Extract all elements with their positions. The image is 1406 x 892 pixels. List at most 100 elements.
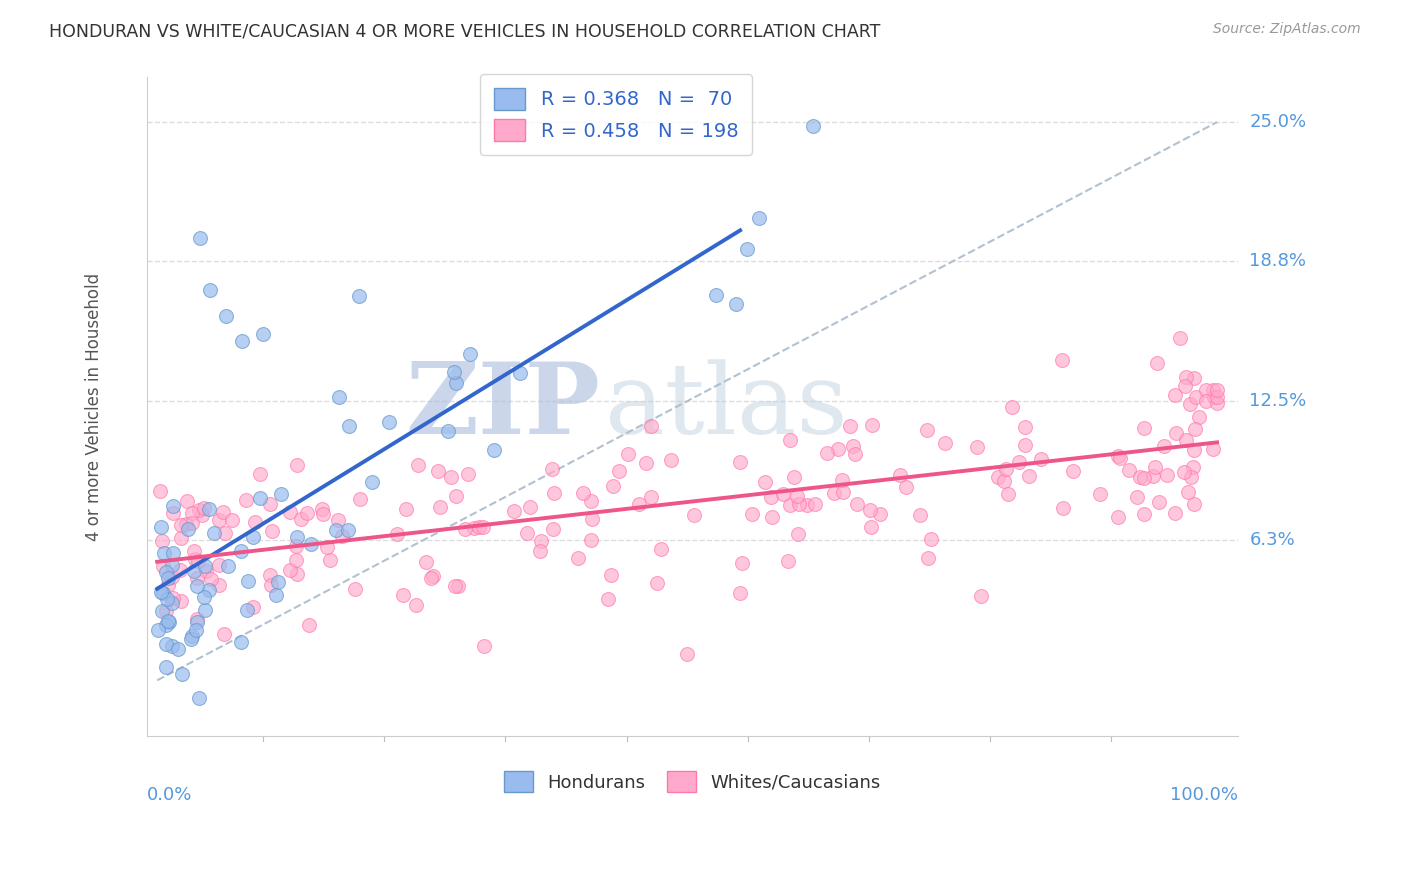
Point	[443, 365, 465, 379]
Point	[987, 470, 1010, 484]
Point	[786, 489, 808, 503]
Point	[236, 574, 259, 588]
Point	[1202, 383, 1225, 397]
Point	[437, 424, 460, 438]
Point	[453, 522, 475, 536]
Point	[349, 491, 371, 506]
Point	[896, 480, 918, 494]
Point	[543, 486, 565, 500]
Point	[1107, 449, 1129, 463]
Point	[270, 487, 292, 501]
Point	[181, 516, 204, 530]
Point	[183, 564, 205, 578]
Point	[796, 499, 818, 513]
Point	[194, 559, 217, 574]
Point	[1133, 420, 1156, 434]
Point	[207, 578, 229, 592]
Point	[155, 565, 177, 579]
Point	[150, 584, 173, 599]
Point	[447, 579, 470, 593]
Point	[889, 468, 911, 483]
Point	[779, 498, 801, 512]
Point	[181, 629, 204, 643]
Point	[659, 453, 682, 467]
Point	[970, 589, 993, 603]
Point	[725, 297, 748, 311]
Point	[842, 439, 865, 453]
Point	[198, 501, 221, 516]
Point	[640, 490, 662, 504]
Legend: Hondurans, Whites/Caucasians: Hondurans, Whites/Caucasians	[496, 764, 889, 799]
Point	[208, 558, 231, 572]
Point	[290, 512, 312, 526]
Point	[242, 530, 264, 544]
Point	[156, 592, 179, 607]
Point	[187, 503, 209, 517]
Point	[1182, 371, 1205, 385]
Point	[1107, 510, 1129, 524]
Point	[683, 508, 706, 522]
Point	[1153, 439, 1175, 453]
Point	[385, 527, 408, 541]
Point	[212, 505, 235, 519]
Point	[1173, 465, 1195, 479]
Point	[420, 571, 443, 585]
Point	[155, 637, 177, 651]
Point	[162, 506, 184, 520]
Point	[728, 586, 751, 600]
Point	[844, 447, 866, 461]
Point	[325, 523, 347, 537]
Point	[236, 603, 259, 617]
Point	[1146, 356, 1168, 370]
Point	[195, 564, 218, 578]
Point	[150, 533, 173, 548]
Point	[1206, 390, 1229, 404]
Point	[600, 568, 623, 582]
Point	[361, 475, 384, 489]
Point	[259, 497, 281, 511]
Point	[312, 507, 335, 521]
Point	[188, 691, 211, 706]
Point	[392, 588, 415, 602]
Point	[190, 508, 212, 523]
Point	[1168, 331, 1191, 345]
Point	[1164, 426, 1187, 441]
Point	[1184, 498, 1206, 512]
Point	[1118, 462, 1140, 476]
Point	[415, 555, 437, 569]
Point	[1142, 469, 1164, 483]
Point	[395, 502, 418, 516]
Point	[172, 666, 194, 681]
Text: ZIP: ZIP	[405, 359, 599, 455]
Point	[153, 546, 176, 560]
Point	[1108, 451, 1130, 466]
Point	[229, 544, 252, 558]
Point	[966, 440, 988, 454]
Point	[278, 505, 301, 519]
Point	[920, 532, 942, 546]
Point	[444, 376, 467, 390]
Point	[184, 551, 207, 566]
Point	[1195, 383, 1218, 397]
Point	[181, 507, 204, 521]
Point	[787, 526, 810, 541]
Point	[208, 513, 231, 527]
Point	[285, 458, 308, 472]
Point	[845, 497, 868, 511]
Point	[676, 647, 699, 661]
Point	[215, 310, 238, 324]
Point	[347, 289, 370, 303]
Point	[284, 539, 307, 553]
Point	[616, 448, 638, 462]
Point	[468, 520, 491, 534]
Point	[406, 458, 429, 472]
Point	[157, 578, 180, 592]
Point	[319, 553, 342, 567]
Point	[827, 442, 849, 457]
Point	[640, 419, 662, 434]
Point	[149, 520, 172, 534]
Text: 25.0%: 25.0%	[1250, 113, 1306, 131]
Point	[1029, 452, 1052, 467]
Point	[285, 530, 308, 544]
Point	[1174, 434, 1197, 448]
